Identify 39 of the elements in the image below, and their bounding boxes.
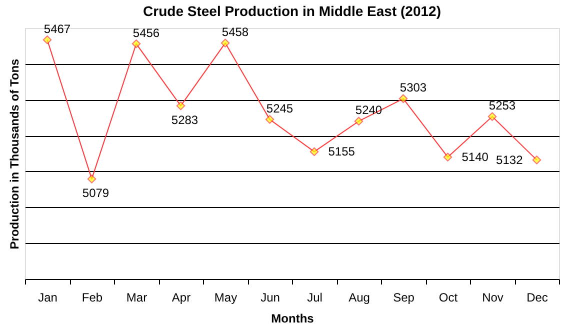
point: [354, 116, 364, 126]
x-tick-label: Apr: [172, 290, 191, 304]
point: [176, 101, 186, 110]
data-label: 5079: [82, 186, 110, 200]
x-tick-label: Aug: [348, 290, 370, 304]
data-label: 5240: [355, 103, 382, 118]
point: [488, 112, 497, 121]
point: [265, 115, 274, 124]
point: [443, 152, 452, 162]
x-tick-label: Jun: [260, 290, 280, 304]
data-label: 5253: [488, 98, 516, 113]
data-label: 5467: [44, 22, 71, 36]
data-label: 5140: [462, 150, 489, 164]
x-tick-label: Nov: [482, 290, 504, 304]
data-label: 5283: [171, 112, 198, 127]
y-axis-title: Production in Thousands of Tons: [8, 58, 22, 250]
x-tick-label: Feb: [82, 290, 103, 304]
x-tick-label: Sep: [393, 290, 415, 304]
data-label: 5155: [328, 144, 356, 159]
chart-title: Crude Steel Production in Middle East (2012): [143, 2, 441, 19]
point: [398, 94, 408, 104]
point: [42, 35, 52, 44]
data-label: 5303: [400, 80, 427, 95]
data-label: 5245: [266, 101, 294, 116]
x-tick-label: Dec: [526, 290, 548, 304]
x-tick-label: Jan: [38, 290, 58, 304]
x-tick-label: Mar: [126, 290, 148, 304]
point: [132, 39, 141, 48]
point: [532, 156, 542, 164]
data-label: 5456: [132, 26, 160, 40]
x-axis-title: Months: [271, 312, 314, 326]
point: [87, 174, 96, 184]
data-label: 5458: [222, 25, 249, 40]
x-tick-label: Oct: [438, 290, 458, 304]
x-tick-label: Jul: [307, 290, 322, 304]
point: [310, 147, 319, 156]
x-tick-label: May: [214, 290, 238, 304]
point: [220, 38, 230, 48]
data-label: 5132: [496, 152, 524, 167]
